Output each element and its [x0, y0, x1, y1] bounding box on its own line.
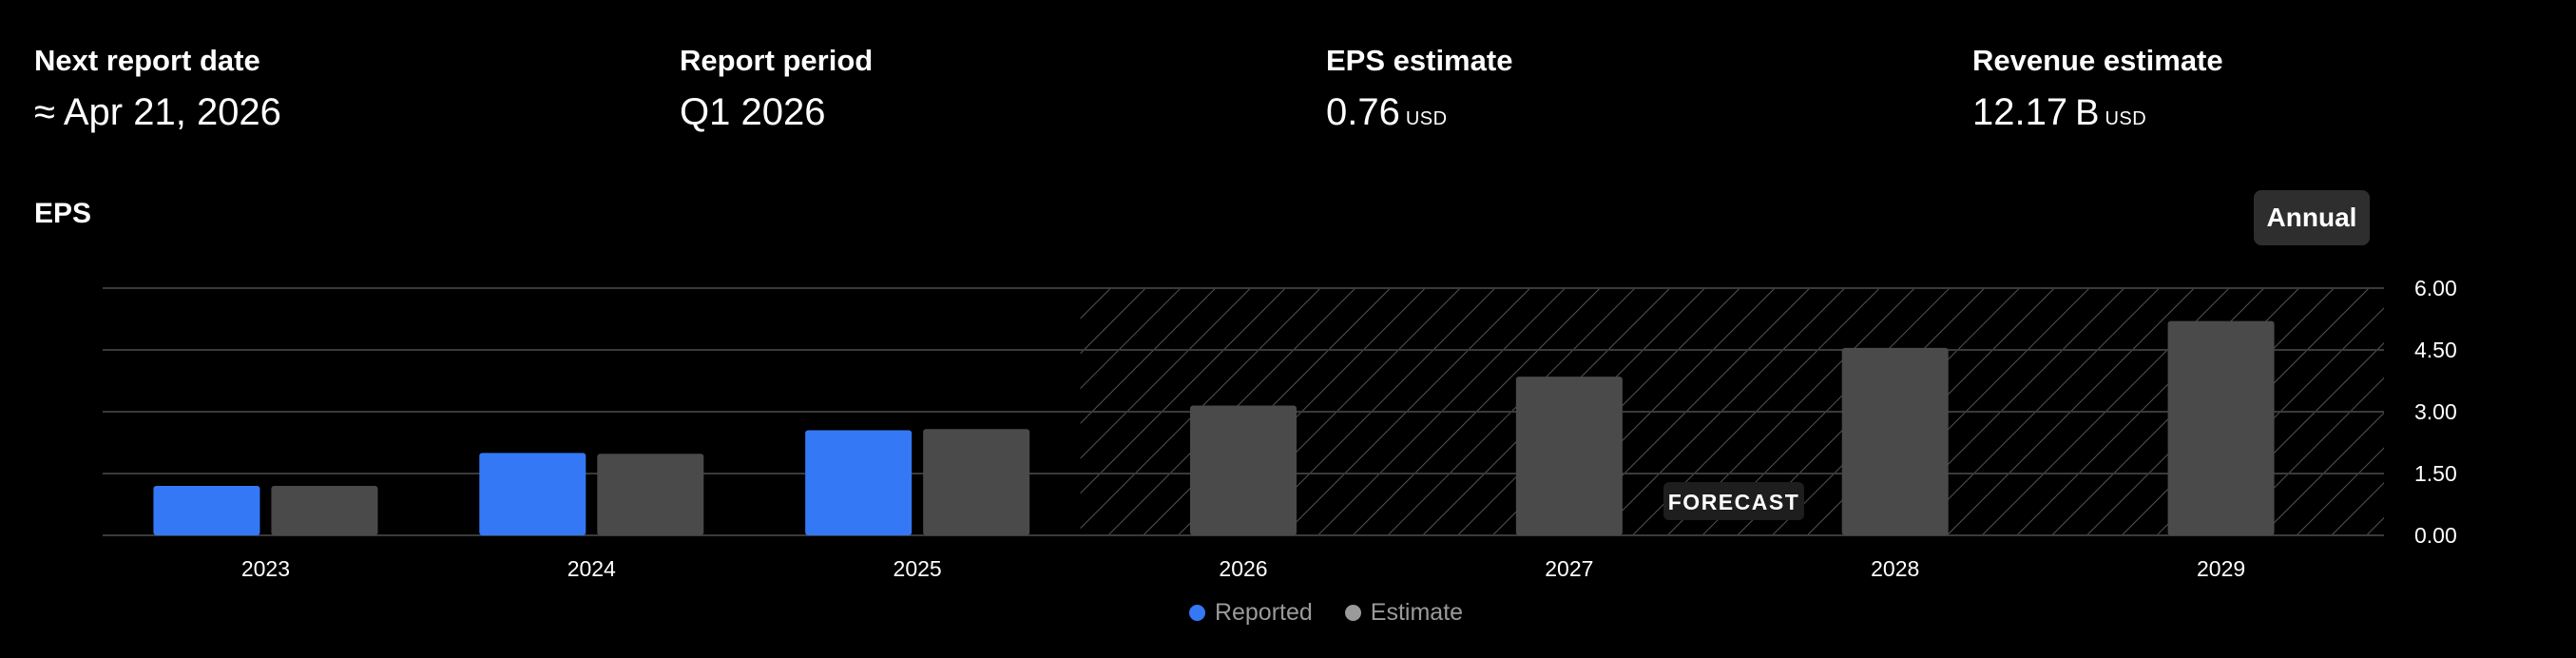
x-tick-label: 2028: [1871, 556, 1919, 581]
bar-reported-2024[interactable]: [479, 453, 586, 535]
y-tick-label: 0.00: [2414, 523, 2457, 548]
legend-label-reported: Reported: [1215, 599, 1313, 627]
legend-item-estimate[interactable]: Estimate: [1345, 599, 1463, 627]
bar-estimate-2025[interactable]: [923, 429, 1029, 535]
bar-estimate-2023[interactable]: [271, 486, 377, 535]
y-tick-label: 3.00: [2414, 399, 2457, 424]
chart-legend: Reported Estimate: [0, 599, 2576, 627]
bar-estimate-2029[interactable]: [2168, 321, 2275, 535]
x-tick-label: 2027: [1545, 556, 1593, 581]
eps-bar-chart: 2023 2024 2025 2026 2027 2028 2029 0.00 1.50 3.0…: [0, 0, 2576, 658]
legend-label-estimate: Estimate: [1371, 599, 1463, 627]
x-tick-label: 2024: [567, 556, 616, 581]
y-axis-ticks: 0.00 1.50 3.00 4.50 6.00: [2414, 276, 2457, 548]
x-tick-label: 2023: [241, 556, 290, 581]
x-tick-label: 2029: [2197, 556, 2245, 581]
bar-estimate-2024[interactable]: [597, 454, 703, 535]
bar-estimate-2027[interactable]: [1516, 377, 1623, 535]
x-axis-ticks: 2023 2024 2025 2026 2027 2028 2029: [241, 556, 2245, 581]
x-tick-label: 2026: [1219, 556, 1267, 581]
y-tick-label: 4.50: [2414, 338, 2457, 362]
y-tick-label: 1.50: [2414, 461, 2457, 486]
legend-dot-estimate: [1345, 605, 1361, 621]
bar-reported-2025[interactable]: [805, 431, 912, 536]
bar-estimate-2026[interactable]: [1190, 406, 1297, 536]
bar-reported-2023[interactable]: [153, 486, 260, 535]
bar-estimate-2028[interactable]: [1842, 348, 1949, 535]
x-tick-label: 2025: [894, 556, 942, 581]
forecast-badge: FORECAST: [1663, 482, 1804, 520]
legend-dot-reported: [1189, 605, 1205, 621]
legend-item-reported[interactable]: Reported: [1189, 599, 1313, 627]
forecast-badge-label: FORECAST: [1668, 490, 1800, 514]
y-tick-label: 6.00: [2414, 276, 2457, 300]
